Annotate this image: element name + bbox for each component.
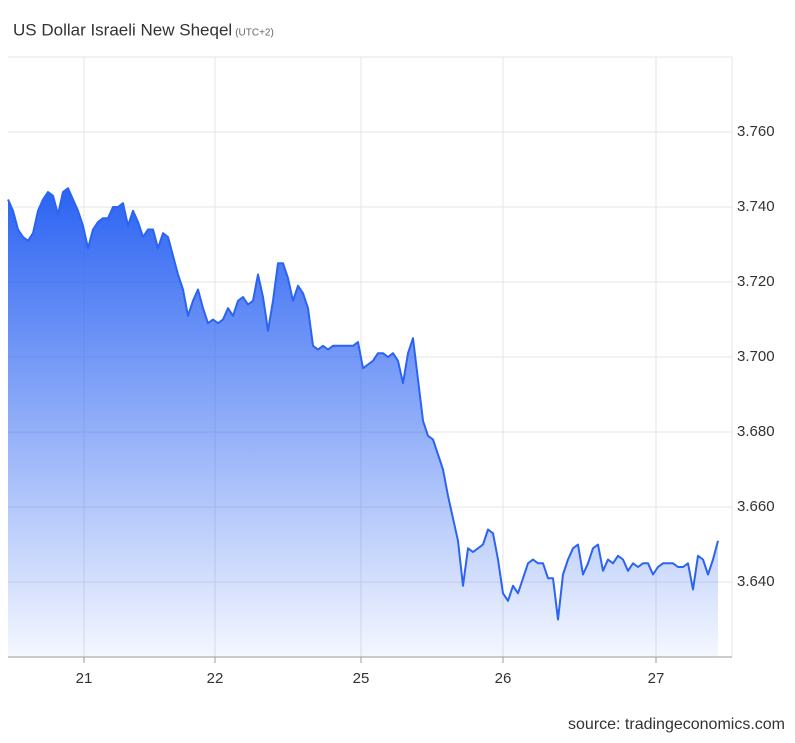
y-tick-label: 3.640: [737, 573, 775, 590]
x-tick-label: 21: [76, 670, 93, 687]
y-tick-label: 3.760: [737, 123, 775, 140]
y-tick-label: 3.740: [737, 198, 775, 215]
chart-title: US Dollar Israeli New Sheqel: [13, 20, 232, 39]
y-tick-label: 3.660: [737, 498, 775, 515]
y-tick-label: 3.700: [737, 348, 775, 365]
y-tick-label: 3.720: [737, 273, 775, 290]
x-tick-label: 22: [207, 670, 224, 687]
y-tick-label: 3.680: [737, 423, 775, 440]
x-tick-label: 26: [495, 670, 512, 687]
area-fill: [8, 188, 718, 657]
source-note: source: tradingeconomics.com: [568, 716, 785, 733]
price-line: [7, 187, 719, 621]
x-tick-label: 27: [648, 670, 665, 687]
chart-subtitle: (UTC+2): [235, 28, 274, 39]
x-tick-label: 25: [353, 670, 370, 687]
